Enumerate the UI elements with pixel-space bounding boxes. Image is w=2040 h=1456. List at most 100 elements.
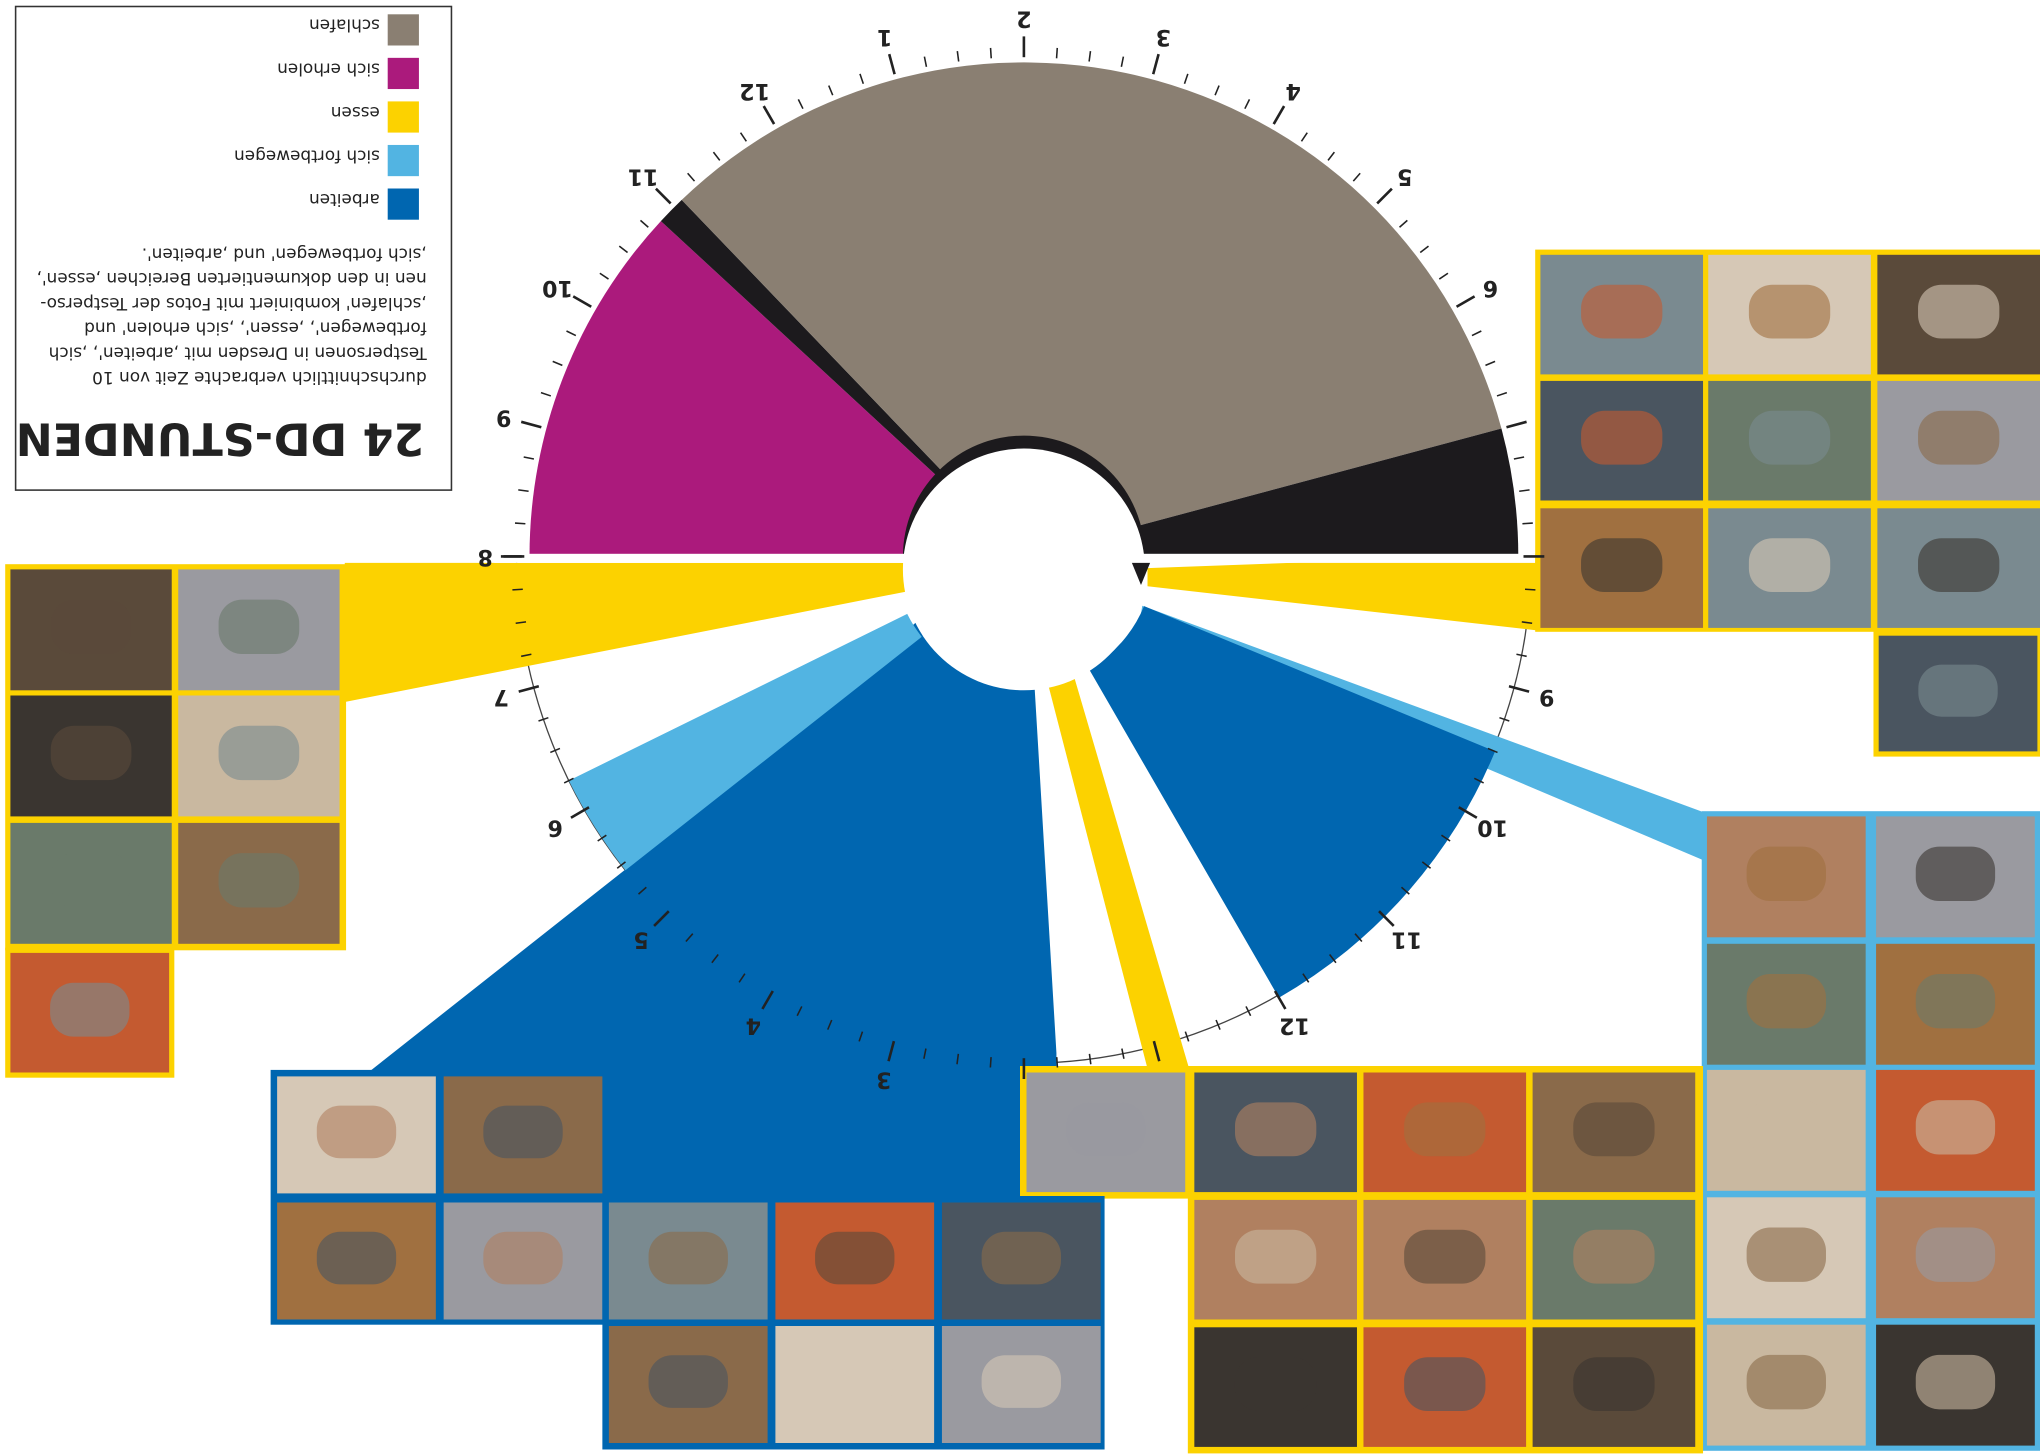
tick [1327, 151, 1335, 161]
photo-highlight [483, 1105, 563, 1159]
photo-highlight [815, 1355, 895, 1408]
segment-sich-fortbewegen [568, 613, 922, 871]
tick [1522, 522, 1533, 525]
tick [570, 806, 590, 819]
segment-arbeiten [368, 621, 1057, 1199]
tick [1055, 47, 1059, 59]
clock-ticks [500, 36, 1545, 1079]
tick [540, 391, 552, 397]
legend-label: sich erholen [277, 59, 380, 79]
photo-panels [5, 249, 2040, 1454]
pointer [1131, 562, 1151, 585]
photo-highlight [1066, 1102, 1146, 1157]
legend-label: sich fortbewegen [234, 146, 380, 166]
description-line: Testpersonen in Dresden mit ‚arbeiten', … [49, 343, 428, 363]
tick [1516, 653, 1527, 658]
tick [1458, 806, 1478, 819]
legend-label: schlafen [309, 16, 380, 36]
tick [1273, 990, 1287, 1010]
tick [1088, 51, 1092, 62]
hour-label: 6 [1483, 275, 1498, 301]
tick [923, 1048, 927, 1059]
photo-highlight [1746, 1354, 1826, 1410]
tick [515, 621, 527, 625]
hour-label: 12 [739, 78, 770, 104]
photo-highlight [648, 1231, 728, 1285]
photo-highlight [1918, 410, 2000, 465]
tick [1245, 1006, 1252, 1017]
hour-label: 10 [542, 275, 573, 301]
hour-label: 5 [634, 926, 649, 952]
segment-arbeiten [1088, 606, 1496, 998]
legend-swatch [387, 101, 419, 133]
hour-label: 11 [628, 163, 659, 189]
photo-highlight [1746, 1227, 1826, 1282]
photo-highlight [1918, 284, 2000, 339]
photo-highlight [316, 1231, 397, 1285]
tick [552, 360, 563, 367]
tick [989, 1057, 992, 1068]
tick [1455, 295, 1476, 308]
tick [1214, 85, 1220, 96]
tick [1473, 777, 1484, 784]
legend-swatch [387, 188, 419, 220]
photo-highlight [1573, 1357, 1655, 1412]
segment-schlafen [681, 62, 1502, 557]
photo-highlight [981, 1231, 1061, 1285]
tick [1244, 99, 1251, 110]
tick [1399, 219, 1408, 228]
photo-highlight [1581, 410, 1663, 465]
tick [797, 99, 804, 110]
tick [887, 53, 896, 75]
tick [1152, 1040, 1161, 1062]
connector-essen [1048, 678, 1190, 1069]
segment-other [1023, 428, 1519, 557]
tick [796, 1006, 803, 1017]
hour-label: 3 [876, 1066, 891, 1092]
tick [1354, 933, 1363, 943]
photo-highlight [218, 725, 300, 781]
photo-highlight [218, 853, 300, 908]
photo-highlight [218, 599, 300, 655]
tick [572, 295, 592, 308]
photo-highlight [50, 599, 132, 655]
tick [512, 588, 523, 591]
tick [1524, 588, 1536, 591]
tick [1352, 172, 1361, 182]
photo-highlight [1404, 1229, 1486, 1284]
tick [1376, 187, 1393, 205]
tick [762, 105, 776, 125]
description-line: ‚sich fortbewegen' und ‚arbeiten'. [142, 245, 427, 265]
hour-label: 9 [1539, 684, 1554, 710]
description: durchschnittlich verbrachte Zeit von 10 T… [37, 245, 428, 388]
photo-highlight [1918, 538, 2000, 593]
hour-label: 12 [1279, 1012, 1310, 1038]
tick [1183, 73, 1189, 84]
tick [653, 910, 670, 927]
photo-highlight [1573, 1102, 1655, 1157]
tick [1151, 53, 1160, 75]
photo-highlight [648, 1355, 728, 1408]
tick [1499, 716, 1510, 722]
center-hole [902, 448, 1145, 691]
tick [956, 1053, 960, 1065]
photo-highlight [1404, 1102, 1486, 1157]
photo-highlight [1915, 1354, 1996, 1410]
tick [685, 933, 694, 943]
tick [1055, 1057, 1059, 1068]
photo-highlight [1234, 1229, 1317, 1284]
segment-other [660, 199, 1024, 557]
tick [739, 132, 747, 142]
hour-label: 3 [1156, 24, 1171, 50]
tick [1215, 1019, 1221, 1030]
description-line: ‚schlafen' kombiniert mit Fotos der Test… [40, 294, 427, 314]
hour-label: 5 [1397, 163, 1412, 189]
hour-label: 9 [496, 405, 511, 431]
tick [1302, 973, 1310, 983]
hour-label: 4 [1286, 78, 1301, 104]
clock-diagram [344, 62, 1705, 1199]
photo-highlight [1748, 284, 1831, 339]
legend-swatch [387, 57, 419, 90]
photo-highlight [1746, 1100, 1826, 1155]
